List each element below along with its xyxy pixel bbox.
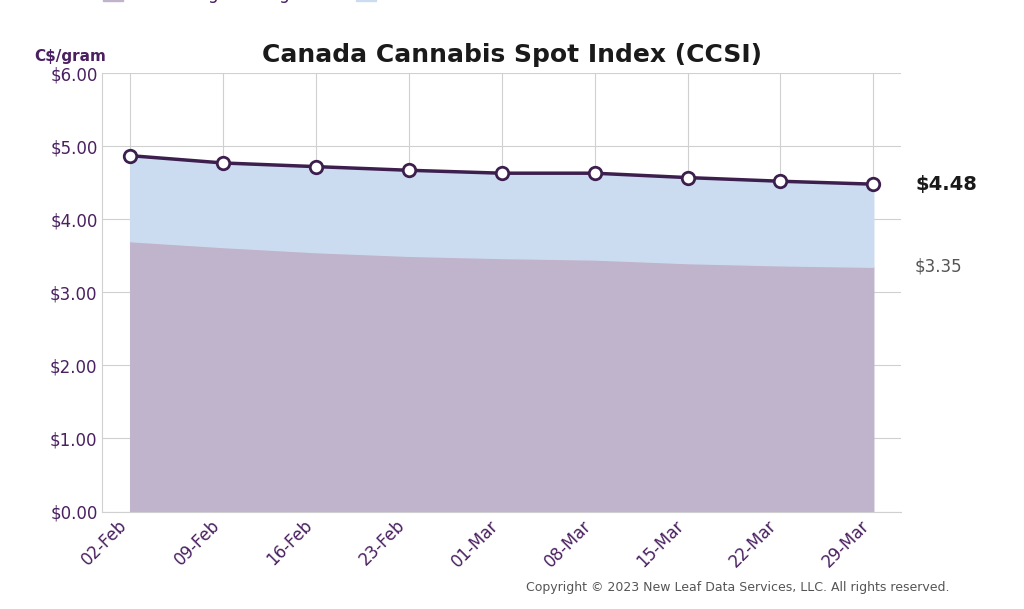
- Text: $3.35: $3.35: [915, 258, 963, 276]
- Legend: LP Average Selling Price, Excise Taxes*, CCSI**: LP Average Selling Price, Excise Taxes*,…: [102, 0, 610, 3]
- Text: $4.48: $4.48: [915, 175, 977, 194]
- Text: C$/gram: C$/gram: [35, 49, 106, 65]
- Text: Copyright © 2023 New Leaf Data Services, LLC. All rights reserved.: Copyright © 2023 New Leaf Data Services,…: [525, 581, 949, 594]
- Text: Canada Cannabis Spot Index (CCSI): Canada Cannabis Spot Index (CCSI): [262, 43, 762, 66]
